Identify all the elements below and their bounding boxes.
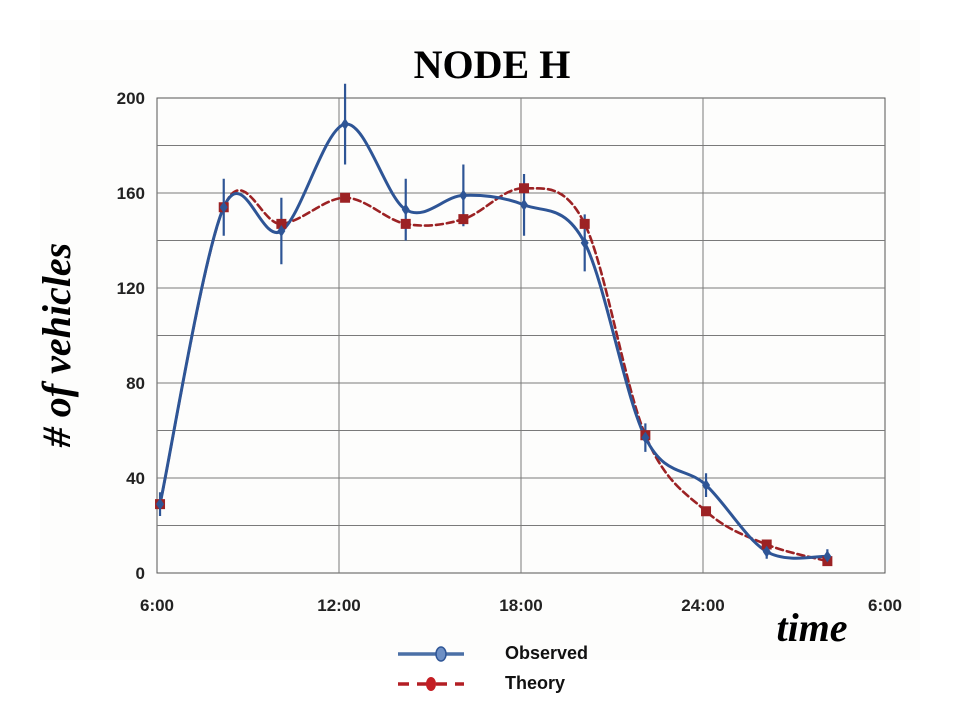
legend: Observed Theory xyxy=(398,643,588,693)
x-tick-label: 6:00 xyxy=(140,596,174,615)
observed-point xyxy=(702,479,711,492)
x-tick-label: 18:00 xyxy=(499,596,542,615)
y-tick-label: 40 xyxy=(126,469,145,488)
legend-item-observed: Observed xyxy=(398,643,588,663)
x-tick-label: 6:00 xyxy=(868,596,902,615)
y-tick-label: 80 xyxy=(126,374,145,393)
y-axis-label: # of vehicles xyxy=(34,243,79,448)
y-tick-labels: 0 40 80 120 160 200 xyxy=(117,89,145,583)
y-tick-label: 160 xyxy=(117,184,145,203)
theory-point xyxy=(761,539,772,550)
legend-item-theory: Theory xyxy=(398,673,565,693)
y-tick-label: 120 xyxy=(117,279,145,298)
observed-point xyxy=(341,118,350,131)
observed-point xyxy=(641,431,650,444)
legend-observed-marker xyxy=(435,646,447,662)
theory-point xyxy=(519,183,530,194)
x-tick-label: 24:00 xyxy=(681,596,724,615)
x-axis-label: time xyxy=(776,605,847,650)
observed-point xyxy=(762,545,771,558)
legend-observed-label: Observed xyxy=(505,643,588,663)
theory-point xyxy=(701,506,712,517)
theory-point xyxy=(340,192,351,203)
observed-point xyxy=(156,498,165,511)
theory-point xyxy=(458,214,469,225)
observed-point xyxy=(219,201,228,214)
theory-series-line xyxy=(158,186,829,563)
observed-point xyxy=(277,225,286,237)
legend-theory-marker xyxy=(426,677,436,691)
plot-area: 0 40 80 120 160 200 6:00 12:00 18:00 24:00 6:00 xyxy=(117,83,902,615)
theory-point xyxy=(276,218,287,229)
theory-point xyxy=(579,218,590,229)
y-tick-label: 0 xyxy=(136,564,145,583)
x-tick-label: 12:00 xyxy=(317,596,360,615)
observed-point xyxy=(580,236,589,249)
observed-point xyxy=(823,550,832,563)
x-tick-labels: 6:00 12:00 18:00 24:00 6:00 xyxy=(140,596,902,615)
chart-background xyxy=(40,20,920,660)
series-markers xyxy=(155,118,833,567)
observed-point xyxy=(520,198,529,211)
theory-point xyxy=(400,218,411,229)
y-tick-label: 200 xyxy=(117,89,145,108)
observed-point xyxy=(459,189,468,202)
grid xyxy=(157,98,885,573)
observed-point xyxy=(401,203,410,216)
legend-theory-label: Theory xyxy=(505,673,565,693)
chart-title: NODE H xyxy=(414,42,571,87)
